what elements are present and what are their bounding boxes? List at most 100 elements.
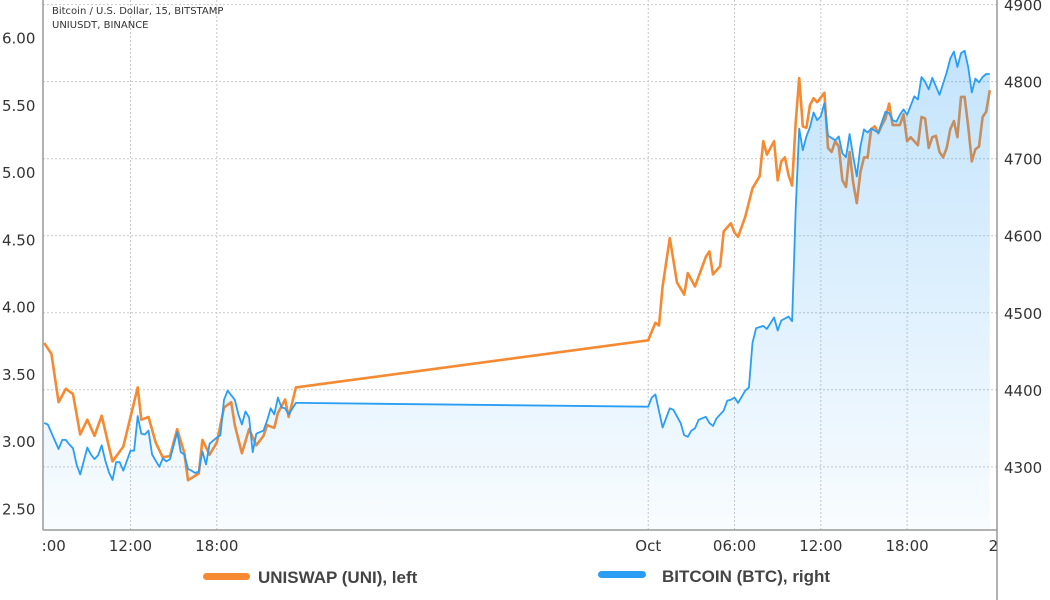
data-point-uni xyxy=(201,439,203,441)
left-tick-label: 4.50 xyxy=(2,231,35,249)
data-point-btc xyxy=(845,156,847,158)
data-point-uni xyxy=(906,140,908,142)
data-point-uni xyxy=(248,428,250,430)
data-point-btc xyxy=(690,430,692,432)
data-point-btc xyxy=(956,66,958,68)
data-point-uni xyxy=(787,174,789,176)
data-point-uni xyxy=(852,182,854,184)
data-point-btc xyxy=(726,400,728,402)
left-axis-ticks: 2.50 3.00 3.50 4.00 4.50 5.00 5.50 6.00 xyxy=(2,30,35,519)
data-point-btc xyxy=(787,316,789,318)
data-point-btc xyxy=(798,128,800,130)
data-point-uni xyxy=(295,386,297,388)
data-point-uni xyxy=(845,186,847,188)
x-tick-label: 18:00 xyxy=(885,537,928,555)
data-point-uni xyxy=(931,136,933,138)
data-point-uni xyxy=(705,256,707,258)
data-point-btc xyxy=(877,132,879,134)
data-point-btc xyxy=(687,436,689,438)
data-point-uni xyxy=(658,325,660,327)
data-point-uni xyxy=(841,179,843,181)
left-tick-label: 3.00 xyxy=(2,433,35,451)
data-point-btc xyxy=(723,410,725,412)
data-point-btc xyxy=(777,329,779,331)
data-point-uni xyxy=(924,117,926,119)
data-point-uni xyxy=(795,121,797,123)
data-point-btc xyxy=(748,386,750,388)
data-point-btc xyxy=(780,319,782,321)
data-point-btc xyxy=(795,208,797,210)
data-point-btc xyxy=(647,406,649,408)
data-point-uni xyxy=(683,294,685,296)
data-point-btc xyxy=(705,416,707,418)
data-point-uni xyxy=(101,415,103,417)
data-point-uni xyxy=(752,187,754,189)
data-point-btc xyxy=(762,325,764,327)
data-point-btc xyxy=(838,135,840,137)
data-point-btc xyxy=(680,422,682,424)
data-point-btc xyxy=(198,470,200,472)
data-point-btc xyxy=(205,464,207,466)
data-point-uni xyxy=(155,442,157,444)
data-point-uni xyxy=(813,97,815,99)
data-point-btc xyxy=(917,98,919,100)
data-point-uni xyxy=(823,92,825,94)
data-point-uni xyxy=(949,128,951,130)
data-point-btc xyxy=(716,417,718,419)
data-point-uni xyxy=(888,103,890,105)
data-point-btc xyxy=(295,402,297,404)
data-point-uni xyxy=(647,339,649,341)
data-point-uni xyxy=(169,455,171,457)
data-point-btc xyxy=(827,135,829,137)
data-point-uni xyxy=(798,77,800,79)
data-point-btc xyxy=(241,423,243,425)
data-point-btc xyxy=(802,149,804,151)
data-point-btc xyxy=(701,417,703,419)
x-tick-label: 18:00 xyxy=(195,537,238,555)
data-point-btc xyxy=(816,119,818,121)
data-point-uni xyxy=(108,446,110,448)
right-tick-label: 4700 xyxy=(1004,151,1042,169)
data-point-uni xyxy=(956,136,958,138)
data-point-btc xyxy=(662,427,664,429)
data-point-btc xyxy=(974,78,976,80)
data-point-btc xyxy=(122,470,124,472)
data-point-btc xyxy=(68,443,70,445)
data-point-btc xyxy=(773,316,775,318)
data-point-btc xyxy=(94,458,96,460)
data-point-btc xyxy=(151,454,153,456)
data-point-uni xyxy=(953,120,955,122)
data-point-btc xyxy=(133,450,135,452)
data-point-btc xyxy=(895,121,897,123)
data-point-uni xyxy=(784,156,786,158)
data-point-btc xyxy=(730,399,732,401)
data-point-uni xyxy=(58,401,60,403)
left-tick-label: 5.00 xyxy=(2,164,35,182)
data-point-btc xyxy=(237,413,239,415)
data-point-btc xyxy=(137,415,139,417)
data-point-btc xyxy=(953,51,955,53)
data-point-btc xyxy=(820,115,822,117)
x-tick-label: 12:00 xyxy=(109,537,152,555)
data-point-btc xyxy=(849,133,851,135)
right-tick-label: 4500 xyxy=(1004,305,1042,323)
data-point-uni xyxy=(273,427,275,429)
data-point-uni xyxy=(241,452,243,454)
legend: UNISWAP (UNI), left BITCOIN (BTC), right xyxy=(203,567,830,587)
data-point-btc xyxy=(216,437,218,439)
data-point-uni xyxy=(917,144,919,146)
data-point-uni xyxy=(982,116,984,118)
right-axis-ticks: 4300 4400 4500 4600 4700 4800 4900 xyxy=(1004,0,1042,477)
data-point-btc xyxy=(147,430,149,432)
data-point-btc xyxy=(183,454,185,456)
x-tick-label: Oct xyxy=(635,537,661,555)
data-point-btc xyxy=(263,430,265,432)
data-point-btc xyxy=(651,397,653,399)
data-point-btc xyxy=(766,328,768,330)
data-point-uni xyxy=(978,146,980,148)
data-point-btc xyxy=(791,320,793,322)
data-point-btc xyxy=(288,413,290,415)
data-point-btc xyxy=(967,66,969,68)
data-point-uni xyxy=(777,179,779,181)
data-point-btc xyxy=(140,433,142,435)
